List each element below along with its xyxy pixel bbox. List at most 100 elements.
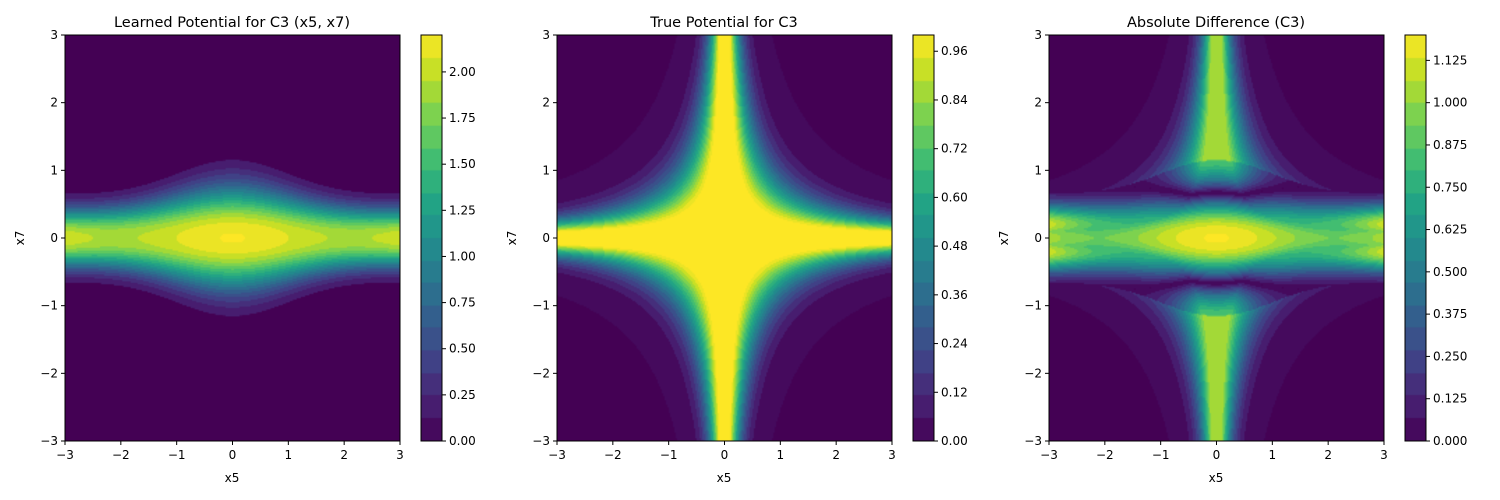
x-tick-label: 0: [1213, 448, 1221, 462]
x-axis-ticks: −3 −2 −1 0 1 2 3: [1040, 441, 1388, 462]
colorbar-tick-label: 0.750: [1433, 180, 1467, 194]
heatmap-image: [557, 35, 892, 441]
colorbar-frame: [1404, 34, 1427, 442]
x-tick-label: 3: [1380, 448, 1388, 462]
panel-learned: Learned Potential for C3 (x5, x7) −3 −2 −1…: [13, 15, 476, 485]
chart-title: Learned Potential for C3 (x5, x7): [114, 15, 350, 31]
x-tick-label: −2: [1096, 448, 1114, 462]
colorbar-gradient: [1405, 35, 1426, 441]
y-tick-label: 2: [50, 96, 58, 110]
x-axis-ticks: −3 −2 −1 0 1 2 3: [56, 441, 404, 462]
colorbar-tick-label: 0.12: [941, 385, 968, 399]
colorbar-tick-label: 0.875: [1433, 138, 1467, 152]
y-tick-label: −3: [532, 434, 550, 448]
x-tick-label: 2: [340, 448, 348, 462]
chart-title: Absolute Difference (C3): [1127, 15, 1305, 31]
colorbar-tick-label: 1.000: [1433, 96, 1467, 110]
y-tick-label: 0: [1034, 231, 1042, 245]
colorbar-ticks: 0.00 0.25 0.50 0.75 1.00 1.25 1.50 1.75 2.00: [442, 65, 476, 448]
colorbar-tick-label: 0.96: [941, 44, 968, 58]
x-tick-label: −3: [548, 448, 566, 462]
colorbar-frame: [912, 34, 935, 442]
y-tick-label: −3: [1024, 434, 1042, 448]
y-tick-label: 0: [542, 231, 550, 245]
colorbar-tick-label: 0.24: [941, 337, 968, 351]
colorbar-tick-label: 0.00: [449, 434, 476, 448]
x-axis-label: x5: [225, 471, 240, 485]
colorbar-gradient: [913, 35, 934, 441]
colorbar-ticks: 0.000 0.125 0.250 0.375 0.500 0.625 0.750 0.875…: [1426, 53, 1467, 448]
y-axis-ticks: −3 −2 −1 0 1 2 3: [532, 28, 557, 448]
colorbar-tick-label: 0.625: [1433, 223, 1467, 237]
colorbar-tick-label: 1.125: [1433, 53, 1467, 67]
heatmap-image: [65, 35, 400, 441]
y-tick-label: 1: [50, 163, 58, 177]
y-tick-label: 0: [50, 231, 58, 245]
y-axis-ticks: −3 −2 −1 0 1 2 3: [40, 28, 65, 448]
panel-true: True Potential for C3 −3 −2 −1 0 1 2 3 −3 −2 −1 0…: [505, 15, 968, 485]
x-tick-label: 3: [888, 448, 896, 462]
colorbar-tick-label: 2.00: [449, 65, 476, 79]
x-tick-label: −1: [1152, 448, 1170, 462]
x-tick-label: 3: [396, 448, 404, 462]
colorbar-ticks: 0.00 0.12 0.24 0.36 0.48 0.60 0.72 0.84 0.96: [934, 44, 968, 448]
x-tick-label: 0: [229, 448, 237, 462]
colorbar-tick-label: 1.00: [449, 249, 476, 263]
y-tick-label: −1: [1024, 299, 1042, 313]
y-tick-label: 2: [1034, 96, 1042, 110]
y-tick-label: −2: [40, 366, 58, 380]
colorbar-tick-label: 1.75: [449, 111, 476, 125]
colorbar-frame: [420, 34, 443, 442]
colorbar-tick-label: 0.72: [941, 142, 968, 156]
x-tick-label: 1: [1269, 448, 1277, 462]
y-tick-label: −2: [532, 366, 550, 380]
colorbar-tick-label: 0.48: [941, 239, 968, 253]
x-tick-label: 2: [832, 448, 840, 462]
x-tick-label: −2: [604, 448, 622, 462]
y-tick-label: 2: [542, 96, 550, 110]
y-tick-label: −1: [40, 299, 58, 313]
colorbar-gradient: [421, 35, 442, 441]
y-tick-label: −2: [1024, 366, 1042, 380]
y-axis-label: x7: [997, 231, 1011, 246]
colorbar-tick-label: 0.25: [449, 388, 476, 402]
x-axis-ticks: −3 −2 −1 0 1 2 3: [548, 441, 896, 462]
x-tick-label: 1: [777, 448, 785, 462]
colorbar-tick-label: 0.000: [1433, 434, 1467, 448]
x-tick-label: 2: [1324, 448, 1332, 462]
colorbar-tick-label: 0.125: [1433, 392, 1467, 406]
x-tick-label: −1: [168, 448, 186, 462]
colorbar-tick-label: 0.60: [941, 190, 968, 204]
x-tick-label: −3: [56, 448, 74, 462]
y-tick-label: 3: [1034, 28, 1042, 42]
x-tick-label: −2: [112, 448, 130, 462]
x-axis-label: x5: [717, 471, 732, 485]
y-tick-label: 1: [1034, 163, 1042, 177]
colorbar-tick-label: 0.00: [941, 434, 968, 448]
colorbar-tick-label: 1.25: [449, 203, 476, 217]
colorbar-tick-label: 0.36: [941, 288, 968, 302]
y-tick-label: 3: [50, 28, 58, 42]
y-tick-label: 1: [542, 163, 550, 177]
x-axis-label: x5: [1209, 471, 1224, 485]
y-axis-label: x7: [13, 231, 27, 246]
heatmap-image: [1049, 35, 1384, 441]
y-axis-label: x7: [505, 231, 519, 246]
colorbar-tick-label: 0.250: [1433, 349, 1467, 363]
colorbar-tick-label: 0.375: [1433, 307, 1467, 321]
y-tick-label: −1: [532, 299, 550, 313]
colorbar-tick-label: 0.50: [449, 342, 476, 356]
colorbar-tick-label: 0.500: [1433, 265, 1467, 279]
chart-title: True Potential for C3: [649, 15, 797, 31]
y-axis-ticks: −3 −2 −1 0 1 2 3: [1024, 28, 1049, 448]
y-tick-label: 3: [542, 28, 550, 42]
x-tick-label: −1: [660, 448, 678, 462]
x-tick-label: 0: [721, 448, 729, 462]
y-tick-label: −3: [40, 434, 58, 448]
x-tick-label: 1: [285, 448, 293, 462]
colorbar-tick-label: 1.50: [449, 157, 476, 171]
colorbar-tick-label: 0.84: [941, 93, 968, 107]
x-tick-label: −3: [1040, 448, 1058, 462]
panel-diff: Absolute Difference (C3) −3 −2 −1 0 1 2 3 −3 −2…: [997, 15, 1467, 485]
